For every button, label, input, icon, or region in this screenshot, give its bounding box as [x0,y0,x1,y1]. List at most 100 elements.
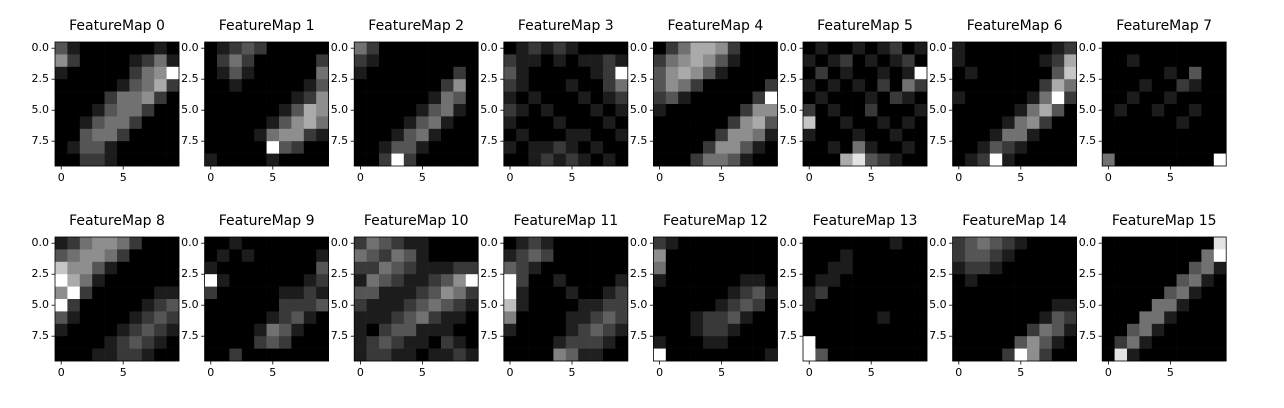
heatmap-cell [1051,104,1065,117]
heatmap-cell [453,128,467,142]
heatmap-cell [590,348,604,362]
heatmap-cell [740,336,753,349]
heatmap-cell [653,237,667,250]
heatmap-cell [952,237,966,250]
heatmap-cell [914,141,928,154]
y-tick-label: 5.0 [1079,298,1097,311]
heatmap-cell [914,348,928,362]
y-tick-label: 0.0 [1079,236,1097,249]
heatmap-cell [865,348,878,362]
heatmap-cell [803,336,816,349]
heatmap-cell [516,286,529,300]
heatmap-cell [827,261,841,275]
heatmap-cell [141,237,155,250]
heatmap-cell [965,336,978,349]
heatmap-cell [889,128,903,142]
heatmap-cell [1213,153,1227,167]
heatmap-cell [254,286,267,300]
heatmap-cell [516,104,529,117]
heatmap-cell [254,42,267,55]
heatmap-cell [428,348,442,362]
heatmap-cell [291,116,305,130]
heatmap-cell [1002,128,1015,142]
heatmap-cell [603,141,616,154]
heatmap-cell [266,116,280,130]
heatmap-cell [92,261,105,275]
y-tick-label: 0.0 [1079,41,1097,54]
heatmap-cell [715,54,729,68]
heatmap-cell [1201,348,1215,362]
heatmap-cell [416,153,429,167]
heatmap-cell [877,348,891,362]
heatmap-cell [827,153,841,167]
heatmap-cell [553,348,567,362]
heatmap-cell [416,237,429,250]
heatmap-cell [92,323,105,337]
heatmap-cell [465,348,479,362]
heatmap-cell [1151,42,1165,55]
x-tick-label: 0 [656,366,663,379]
heatmap-cell [1102,274,1115,287]
heatmap-cell [379,348,392,362]
y-tick-label: 2.5 [480,267,498,280]
heatmap-cell [977,153,991,167]
heatmap-cell [104,42,118,55]
heatmap-cell [952,54,966,68]
heatmap-cell [1039,311,1053,325]
heatmap-cell [92,104,105,117]
heatmap-cell [516,116,529,130]
heatmap-cell [166,66,180,80]
heatmap-cell [117,348,130,362]
heatmap-cell [740,274,753,287]
heatmap-cell [703,237,716,250]
heatmap-cell [1051,323,1065,337]
heatmap-cell [827,299,841,312]
heatmap-cell [553,128,567,142]
heatmap-cell [603,311,616,325]
x-tick-label: 5 [269,171,276,184]
heatmap-cell [441,153,454,167]
heatmap-cell [615,91,629,105]
heatmap-cell [441,274,454,287]
y-tick-label: 2.5 [630,267,648,280]
heatmap-cell [503,79,517,92]
heatmap-cell [1027,274,1040,287]
heatmap-cell [765,299,778,312]
heatmap-cell [1176,249,1190,263]
heatmap-cell [603,261,616,275]
heatmap-cell [1027,261,1040,275]
y-tick-label: 2.5 [480,72,498,85]
heatmap-cell [965,237,978,250]
subplot-title: FeatureMap 7 [1116,18,1212,34]
heatmap-cell [852,54,866,68]
heatmap-cell [428,336,442,349]
heatmap-cell [79,54,93,68]
heatmap-cell [603,336,616,349]
heatmap-cell [653,323,667,337]
heatmap-cell [1002,54,1015,68]
heatmap-cell [578,116,591,130]
heatmap-cell [1064,311,1077,325]
heatmap-cell [690,91,704,105]
heatmap-cell [541,249,554,263]
heatmap-cell [727,237,741,250]
heatmap-cell [578,299,591,312]
heatmap-cell [1027,42,1040,55]
heatmap-cell [1064,116,1077,130]
heatmap-cell [266,274,280,287]
y-tick-label: 2.5 [1079,267,1097,280]
heatmap-cell [1027,336,1040,349]
heatmap-cell [465,54,479,68]
heatmap-cell [416,274,429,287]
heatmap-cell [565,66,579,80]
heatmap-cell [765,336,778,349]
heatmap-cell [965,299,978,312]
y-tick-label: 7.5 [780,134,798,147]
heatmap-cell [815,299,829,312]
heatmap-cell [129,79,143,92]
heatmap-cell [877,42,891,55]
heatmap-cell [403,274,417,287]
heatmap-cell [79,261,93,275]
heatmap-cell [703,249,716,263]
